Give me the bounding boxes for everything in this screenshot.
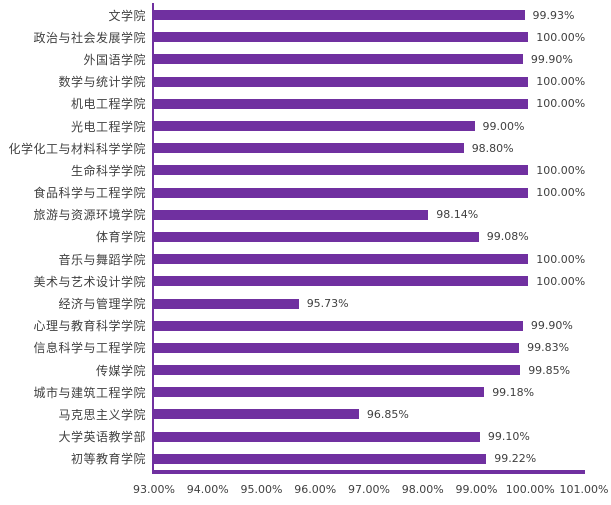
x-tick-label: 101.00% [559,483,609,496]
value-label: 100.00% [536,252,586,266]
bar [152,431,480,442]
bar [152,298,299,309]
x-tick-label: 93.00% [133,483,175,496]
bar [152,365,521,376]
category-label: 政治与社会发展学院 [33,30,146,45]
x-axis-tick-labels: 93.00% 94.00% 95.00% 96.00% 97.00% 98.00% 99.0… [133,483,608,499]
y-axis-line [152,3,154,474]
value-label: 100.00% [536,163,586,177]
value-label: 100.00% [536,186,586,200]
category-label: 信息科学与工程学院 [33,341,146,356]
value-label: 99.83% [527,341,570,355]
value-label: 99.18% [492,385,535,399]
bar [152,409,359,420]
chart-row: 生命科学学院 100.00% [0,159,611,181]
category-label: 生命科学学院 [70,163,146,178]
chart-row: 经济与管理学院 95.73% [0,292,611,314]
bar [152,98,529,109]
category-label: 外国语学院 [83,52,146,67]
x-tick-label: 100.00% [505,483,555,496]
bar [152,54,523,65]
bar [152,320,523,331]
bar [152,387,485,398]
category-label: 食品科学与工程学院 [33,186,146,201]
category-label: 大学英语教学部 [58,430,146,445]
bar [152,32,529,43]
x-tick-label: 97.00% [348,483,390,496]
bar [152,276,529,287]
x-tick-label: 96.00% [294,483,337,496]
chart-row: 城市与建筑工程学院 99.18% [0,381,611,403]
chart-row: 化学化工与材料科学学院 98.80% [0,137,611,159]
chart-row: 数学与统计学院 100.00% [0,71,611,93]
x-axis-line [152,470,585,474]
bar [152,231,479,242]
value-label: 99.90% [530,52,573,66]
chart-row: 心理与教育科学学院 99.90% [0,315,611,337]
category-label: 光电工程学院 [70,119,146,134]
category-label: 城市与建筑工程学院 [33,385,146,400]
category-label: 马克思主义学院 [58,407,146,422]
category-label: 初等教育学院 [70,452,146,467]
chart-row: 旅游与资源环境学院 98.14% [0,204,611,226]
category-label: 旅游与资源环境学院 [33,208,146,223]
value-label: 99.93% [532,8,575,22]
value-label: 100.00% [536,97,586,111]
bar [152,342,520,353]
value-label: 95.73% [306,297,349,311]
bar [152,453,487,464]
value-label: 99.85% [528,363,571,377]
value-label: 98.80% [471,141,514,155]
chart-row: 外国语学院 99.90% [0,48,611,70]
chart-row: 政治与社会发展学院 100.00% [0,26,611,48]
chart-row: 信息科学与工程学院 99.83% [0,337,611,359]
bar [152,187,529,198]
chart-row: 大学英语教学部 99.10% [0,426,611,448]
x-tick-label: 95.00% [240,483,283,496]
value-label: 96.85% [366,407,409,421]
category-label: 音乐与舞蹈学院 [58,252,146,267]
category-label: 体育学院 [95,230,146,245]
chart-row: 体育学院 99.08% [0,226,611,248]
chart-row: 传媒学院 99.85% [0,359,611,381]
value-label: 98.14% [436,208,479,222]
category-label: 经济与管理学院 [58,297,146,312]
value-label: 99.22% [494,452,537,466]
chart-row: 机电工程学院 100.00% [0,93,611,115]
bar [152,254,529,265]
category-label: 传媒学院 [95,363,146,378]
x-tick-label: 99.00% [455,483,498,496]
chart-row: 光电工程学院 99.00% [0,115,611,137]
value-label: 99.08% [486,230,529,244]
chart-rows: 文学院 99.93% 政治与社会发展学院 100.00% 外国语学院 99.90% 数学与统… [0,4,611,470]
bar [152,121,475,132]
category-label: 文学院 [108,8,146,23]
bar [152,76,529,87]
category-label: 数学与统计学院 [58,75,146,90]
category-label: 美术与艺术设计学院 [33,274,146,289]
value-label: 100.00% [536,30,586,44]
chart-row: 马克思主义学院 96.85% [0,403,611,425]
chart-row: 初等教育学院 99.22% [0,448,611,470]
value-label: 100.00% [536,274,586,288]
value-label: 100.00% [536,75,586,89]
chart-row: 美术与艺术设计学院 100.00% [0,270,611,292]
bar [152,10,525,21]
value-label: 99.00% [482,119,525,133]
chart-row: 文学院 99.93% [0,4,611,26]
chart-row: 食品科学与工程学院 100.00% [0,182,611,204]
category-label: 机电工程学院 [70,97,146,112]
chart-row: 音乐与舞蹈学院 100.00% [0,248,611,270]
bar [152,165,529,176]
category-label: 心理与教育科学学院 [33,319,146,334]
bar [152,143,464,154]
value-label: 99.10% [487,430,530,444]
x-tick-label: 98.00% [401,483,444,496]
x-tick-label: 94.00% [186,483,229,496]
bar [152,209,429,220]
value-label: 99.90% [530,319,573,333]
category-label: 化学化工与材料科学学院 [8,141,146,156]
